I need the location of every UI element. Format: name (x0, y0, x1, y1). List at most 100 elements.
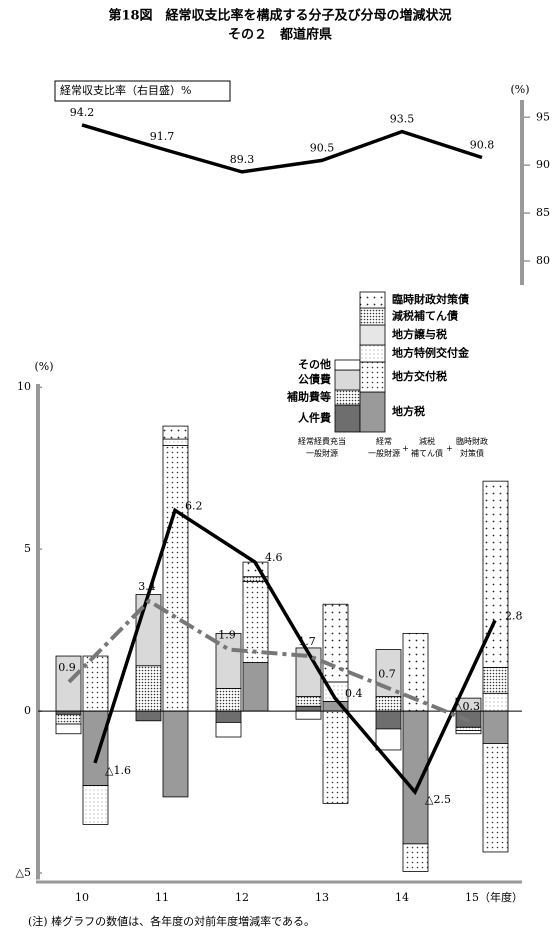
group-label: 補てん債 (411, 448, 443, 458)
bar-segment (55, 655, 82, 712)
legend-label: その他 (298, 357, 331, 371)
bar-segment (215, 632, 242, 689)
legend-swatch (334, 369, 361, 391)
bar-segment (82, 655, 109, 712)
bar-segment (242, 662, 269, 712)
y-tick-label: 95 (536, 110, 550, 123)
legend-label: 補助費等 (286, 390, 331, 404)
value-label: 6.2 (185, 499, 203, 512)
bar-segment (322, 710, 349, 804)
legend-swatch (359, 324, 386, 346)
bar-segment (375, 728, 402, 751)
group-label: 減税 (419, 436, 435, 446)
y-tick-label: △5 (16, 866, 31, 879)
legend-swatch (359, 291, 386, 309)
bar-segment (455, 726, 482, 731)
bar-segment (295, 705, 322, 712)
x-tick-label: 14 (395, 891, 409, 904)
bar-segment (135, 710, 162, 722)
bar-segment (375, 710, 402, 730)
value-label: △2.5 (425, 793, 451, 806)
bar-segment (375, 696, 402, 712)
legend-swatch (359, 307, 386, 326)
y-tick-label: 85 (536, 206, 550, 219)
legend-label: 地方交付税 (392, 369, 447, 383)
bar-segment (82, 710, 109, 786)
bar-segment (482, 743, 509, 853)
legend-label: 人件費 (298, 411, 331, 425)
bar-segment (482, 666, 509, 694)
legend-label: 経常収支比率（右目盛）% (60, 83, 191, 97)
bar-segment (162, 445, 189, 712)
bar-segment (162, 425, 189, 440)
value-label: 1.9 (218, 629, 236, 642)
group-label: 一般財源 (306, 448, 338, 458)
value-label: 3.4 (138, 580, 156, 593)
line (93, 507, 497, 796)
note: (注) 棒グラフの数値は、各年度の対前年度増減率である。 (28, 914, 315, 928)
group-label: 経常 (376, 436, 392, 446)
value-label: △1.6 (105, 764, 131, 777)
bar-segment (455, 730, 482, 735)
y-tick-label: 5 (24, 542, 31, 555)
legend-swatch (334, 389, 361, 406)
bar-segment (215, 722, 242, 738)
group-operator: + (446, 444, 453, 453)
bar-segment (295, 710, 322, 720)
legend-swatch (359, 344, 386, 363)
bar-segment (135, 665, 162, 712)
legend-swatch (334, 404, 361, 433)
value-label: 1.7 (298, 635, 316, 648)
value-label: 4.6 (265, 551, 283, 564)
value-label: △0.3 (454, 700, 480, 713)
y-tick-label: 80 (536, 254, 550, 267)
legend-box (54, 80, 231, 102)
x-tick-label: 10 (75, 891, 89, 904)
bar-segment (402, 843, 429, 872)
bar-segment (55, 723, 82, 735)
group-label: 臨時財政 (456, 436, 488, 446)
line (81, 123, 483, 174)
group-label: 経常経費充当 (298, 436, 346, 446)
bar-segment (215, 710, 242, 723)
x-tick-label: 15（年度） (465, 890, 523, 904)
legend-label: 地方譲与税 (392, 327, 447, 341)
title: 第18図 経常収支比率を構成する分子及び分母の増減状況 (108, 8, 451, 24)
y-tick-label: 0 (24, 704, 31, 717)
legend-label: 地方税 (392, 404, 425, 418)
x-tick-label: 12 (235, 891, 249, 904)
legend-swatch (359, 391, 386, 433)
bar-segment (482, 692, 509, 712)
group-operator: + (402, 444, 409, 453)
bar-segment (242, 581, 269, 663)
group-label: 一般財源 (368, 448, 400, 458)
bar-segment (82, 785, 109, 825)
bar-segment (402, 710, 429, 845)
legend-label: 地方特例交付金 (392, 346, 470, 360)
value-label: 0.4 (345, 687, 363, 700)
value-label: 90.8 (470, 139, 495, 152)
legend-swatch (334, 359, 361, 371)
bar-segment (55, 713, 82, 725)
y-tick-label: 10 (17, 380, 31, 393)
bar-segment (162, 710, 189, 798)
y-tick-label: 90 (536, 158, 550, 171)
value-label: 94.2 (70, 106, 95, 119)
x-tick-label: 13 (315, 891, 329, 904)
y-unit: (%) (34, 360, 53, 373)
bar-segment (162, 438, 189, 446)
bar-segment (322, 603, 349, 683)
value-label: 90.5 (310, 141, 335, 154)
value-label: 89.3 (230, 153, 255, 166)
legend-label: 減税補てん債 (392, 309, 458, 323)
legend-label: 公債費 (298, 372, 331, 386)
legend-label: 臨時財政対策債 (392, 292, 469, 306)
y-unit: (%) (510, 83, 529, 96)
line (67, 598, 470, 723)
value-label: 0.9 (58, 661, 76, 674)
bar-segment (482, 710, 509, 744)
value-label: 2.8 (505, 609, 523, 622)
value-label: 0.7 (378, 667, 396, 680)
bar-segment (295, 696, 322, 707)
